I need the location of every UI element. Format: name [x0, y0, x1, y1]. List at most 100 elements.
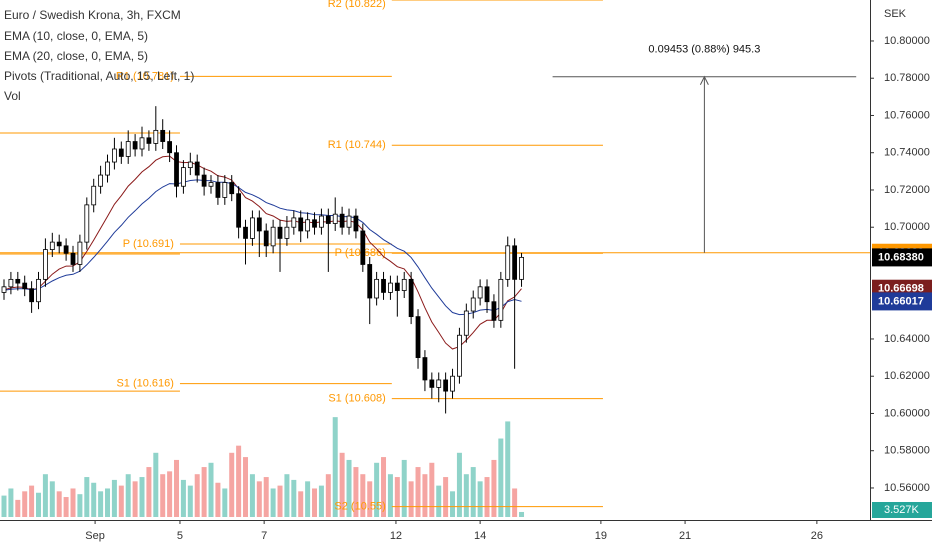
volume-bar — [125, 474, 131, 517]
candle-body — [22, 282, 28, 290]
candle-body — [43, 249, 48, 280]
volume-bar — [422, 474, 428, 517]
pivot-label: R2 (10.822) — [328, 0, 386, 10]
y-tick-label: 10.74000 — [884, 147, 930, 159]
price-tag-label: 10.66698 — [878, 283, 924, 295]
candle-body — [374, 278, 380, 299]
volume-bar — [160, 474, 166, 517]
volume-bar — [70, 488, 76, 517]
candle-body — [15, 278, 21, 284]
volume-bar — [443, 477, 449, 517]
volume-bar — [8, 488, 14, 517]
candle-body — [491, 301, 497, 321]
volume-bar — [325, 474, 331, 517]
volume-bar — [429, 462, 435, 517]
volume-bar — [374, 462, 380, 517]
volume-bar — [42, 474, 48, 517]
candle-body — [450, 375, 455, 392]
volume-bar — [84, 477, 90, 517]
volume-bar — [215, 482, 221, 517]
x-tick-label: 21 — [679, 530, 691, 542]
candle-body — [394, 282, 400, 291]
volume-bar — [105, 488, 111, 517]
candle-body — [1, 286, 7, 293]
y-tick-label: 10.60000 — [884, 407, 930, 419]
price-layer: 0.09453 (0.88%) 945.3 — [1, 44, 857, 414]
candle-body — [346, 215, 352, 228]
candle-body — [512, 245, 518, 280]
volume-bar — [450, 491, 456, 517]
y-tick-label: 10.78000 — [884, 72, 930, 84]
volume-bar — [463, 474, 469, 517]
volume-bar — [98, 491, 104, 517]
candle-body — [477, 286, 483, 299]
volume-layer — [1, 417, 525, 517]
candle-body — [29, 288, 35, 303]
legend-pivots: Pivots (Traditional, Auto, 15, Left, 1) — [4, 69, 194, 83]
volume-bar — [77, 494, 83, 517]
candle-body — [84, 204, 90, 243]
candle-body — [463, 310, 469, 336]
volume-bar — [353, 467, 359, 517]
volume-bar — [249, 474, 255, 517]
candle-body — [118, 148, 124, 157]
volume-bar — [367, 481, 373, 517]
candle-body — [250, 217, 255, 239]
candle-body — [298, 217, 304, 232]
candle-body — [105, 161, 110, 176]
volume-bar — [118, 485, 124, 517]
candle-body — [70, 252, 76, 265]
volume-bar — [153, 452, 159, 517]
volume-bar — [298, 491, 304, 517]
candle-body — [256, 217, 262, 232]
candle-body — [457, 334, 462, 377]
legend-ema10: EMA (10, close, 0, EMA, 5) — [4, 29, 148, 43]
candle-body — [98, 174, 104, 187]
volume-bar — [15, 499, 21, 517]
time-axis-panel — [0, 520, 932, 550]
candle-body — [388, 282, 393, 293]
currency: SEK — [884, 8, 907, 20]
pivot-label: S1 (10.608) — [328, 392, 385, 404]
ema-line — [3, 179, 522, 316]
candle-body — [222, 182, 228, 198]
pivot-label: P (10.691) — [123, 238, 174, 250]
volume-bar — [208, 462, 214, 517]
volume-bar — [132, 481, 138, 517]
candle-body — [215, 182, 221, 198]
volume-bar — [270, 488, 276, 517]
candle-body — [319, 215, 324, 228]
candle-body — [181, 167, 186, 187]
candle-body — [443, 379, 449, 392]
measure-label: 0.09453 (0.88%) 945.3 — [648, 44, 760, 56]
ema-line — [3, 155, 522, 350]
pivot-label: S1 (10.616) — [116, 378, 173, 390]
volume-tag — [872, 502, 932, 518]
candle-body — [519, 256, 524, 280]
x-tick-label: 12 — [390, 530, 402, 542]
pivot-layer: R1 (10.781) P (10.691) S1 (10.616) R2 (10.8… — [0, 0, 870, 512]
candle-body — [146, 137, 152, 144]
candle-body — [484, 286, 490, 303]
volume-bar — [236, 445, 242, 517]
volume-bar — [22, 491, 28, 517]
x-tick-label: 19 — [595, 530, 607, 542]
chart-title: Euro / Swedish Krona, 3h, FXCM — [4, 8, 181, 22]
volume-bar — [167, 471, 173, 517]
candle-body — [312, 219, 317, 228]
volume-bar — [1, 495, 7, 517]
y-tick-label: 10.56000 — [884, 482, 930, 494]
y-tick-label: 10.58000 — [884, 445, 930, 457]
candle-body — [139, 137, 145, 150]
volume-bar — [512, 488, 518, 517]
candle-body — [77, 241, 83, 265]
pivot-label: S2 (10.55) — [334, 500, 385, 512]
volume-bar — [284, 474, 290, 517]
volume-bar — [187, 485, 193, 517]
candle-body — [167, 141, 173, 154]
volume-bar — [484, 477, 490, 517]
volume-bar — [456, 452, 462, 517]
candle-body — [415, 316, 421, 358]
candle-body — [339, 213, 345, 228]
